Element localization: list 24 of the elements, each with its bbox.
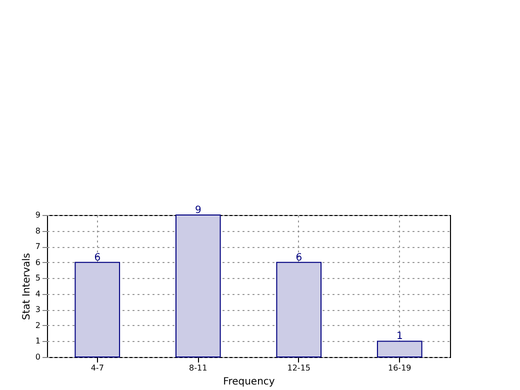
- bar: [74, 262, 120, 358]
- bar: [175, 214, 221, 358]
- data-label: 1: [396, 331, 403, 342]
- data-label: 6: [94, 252, 101, 264]
- y-tick-label: 0: [35, 352, 40, 362]
- y-tick-label: 1: [35, 336, 40, 346]
- x-tick-label: 12-15: [287, 364, 310, 372]
- x-tick-label: 16-19: [388, 364, 412, 372]
- bar: [376, 340, 422, 358]
- x-tick-label: 8-11: [189, 364, 208, 372]
- y-tick-label: 3: [35, 305, 40, 314]
- y-axis-title: Stat Intervals: [21, 252, 32, 320]
- y-tick-label: 2: [35, 320, 40, 330]
- y-tick-label: 5: [35, 274, 40, 283]
- y-tick-label: 9: [35, 210, 40, 220]
- y-tick-label: 7: [35, 242, 40, 252]
- y-tick-label: 8: [35, 226, 40, 236]
- data-label: 9: [194, 205, 202, 216]
- x-axis-title: Frequency: [223, 376, 275, 388]
- x-tick-label: 4-7: [90, 364, 104, 372]
- y-tick-label: 4: [35, 289, 40, 298]
- bar: [276, 262, 322, 358]
- data-label: 6: [296, 252, 302, 264]
- y-tick-label: 6: [35, 258, 40, 267]
